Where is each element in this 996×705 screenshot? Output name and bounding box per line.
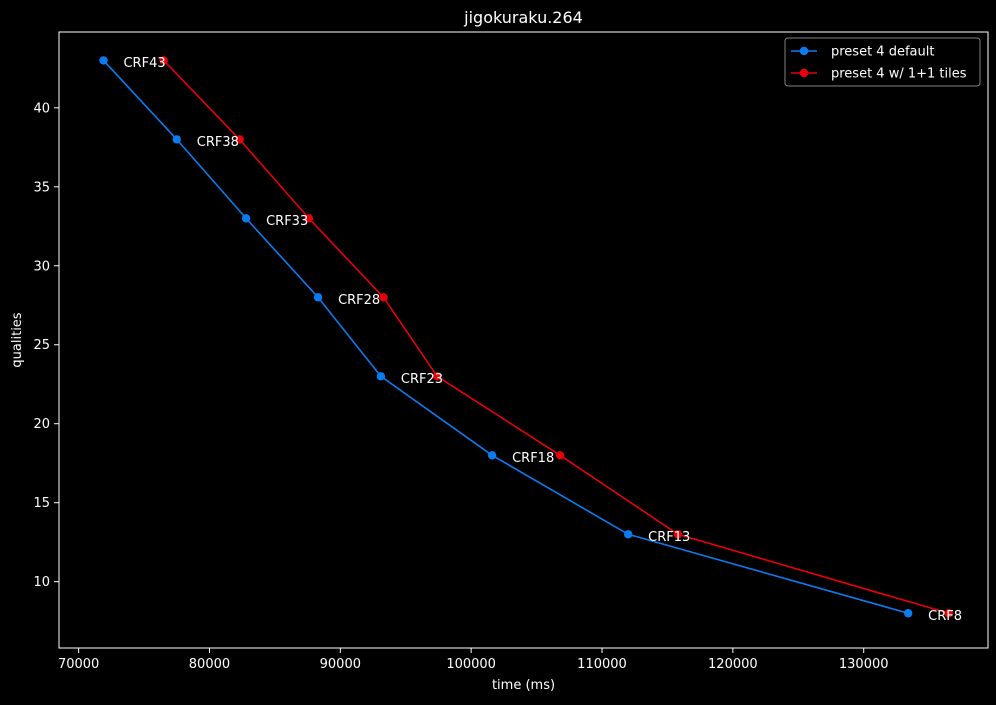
data-point [235,135,244,144]
data-point [623,530,633,539]
crf-annotation: CRF43 [123,56,165,71]
data-point [555,451,565,460]
data-point [313,293,323,302]
legend: preset 4 default preset 4 w/ 1+1 tiles [784,37,981,87]
data-point [159,56,168,65]
x-tick-label: 120000 [708,657,758,672]
crf-annotation: CRF13 [648,530,690,545]
crf-annotation: CRF38 [197,135,239,150]
crf-annotation: CRF28 [338,293,380,308]
x-axis-label: time (ms) [492,678,555,693]
data-point [172,135,181,144]
y-tick-label: 25 [33,338,50,353]
y-tick-label: 20 [33,417,50,432]
x-tick-label: 100000 [446,657,496,672]
data-point [432,372,442,381]
data-point [241,214,251,223]
x-tick-label: 130000 [839,657,889,672]
data-point [379,293,388,302]
data-point [673,530,683,539]
y-axis-label: qualities [10,312,25,367]
plot-area: 70000 80000 90000 100000 110000 120000 130000 1… [33,31,989,672]
crf-annotation: CRF33 [266,214,308,229]
legend-swatch-marker [799,46,809,56]
crf-annotation: CRF23 [401,372,443,387]
data-point [376,372,386,381]
axes-frame [58,31,989,649]
chart-title: jigokuraku.264 [463,8,583,27]
series-line [163,59,949,615]
data-point [99,56,108,65]
y-tick-label: 30 [33,259,50,274]
series-line [102,59,909,615]
x-tick-label: 110000 [577,657,627,672]
y-tick-label: 15 [33,496,50,511]
x-tick-label: 80000 [189,657,230,672]
crf-annotation: CRF8 [928,609,962,624]
legend-swatch-marker [799,68,809,78]
x-tick-label: 70000 [58,657,99,672]
y-tick-label: 40 [33,101,50,116]
legend-box [784,37,981,87]
data-point [487,451,497,460]
legend-entry-label: preset 4 w/ 1+1 tiles [831,67,967,82]
crf-annotation: CRF18 [512,451,554,466]
y-tick-label: 35 [33,180,50,195]
data-point [944,609,953,618]
y-tick-label: 10 [33,575,50,590]
x-tick-label: 90000 [320,657,361,672]
legend-entry-label: preset 4 default [831,45,934,60]
data-point [903,609,913,618]
data-point [304,214,314,223]
